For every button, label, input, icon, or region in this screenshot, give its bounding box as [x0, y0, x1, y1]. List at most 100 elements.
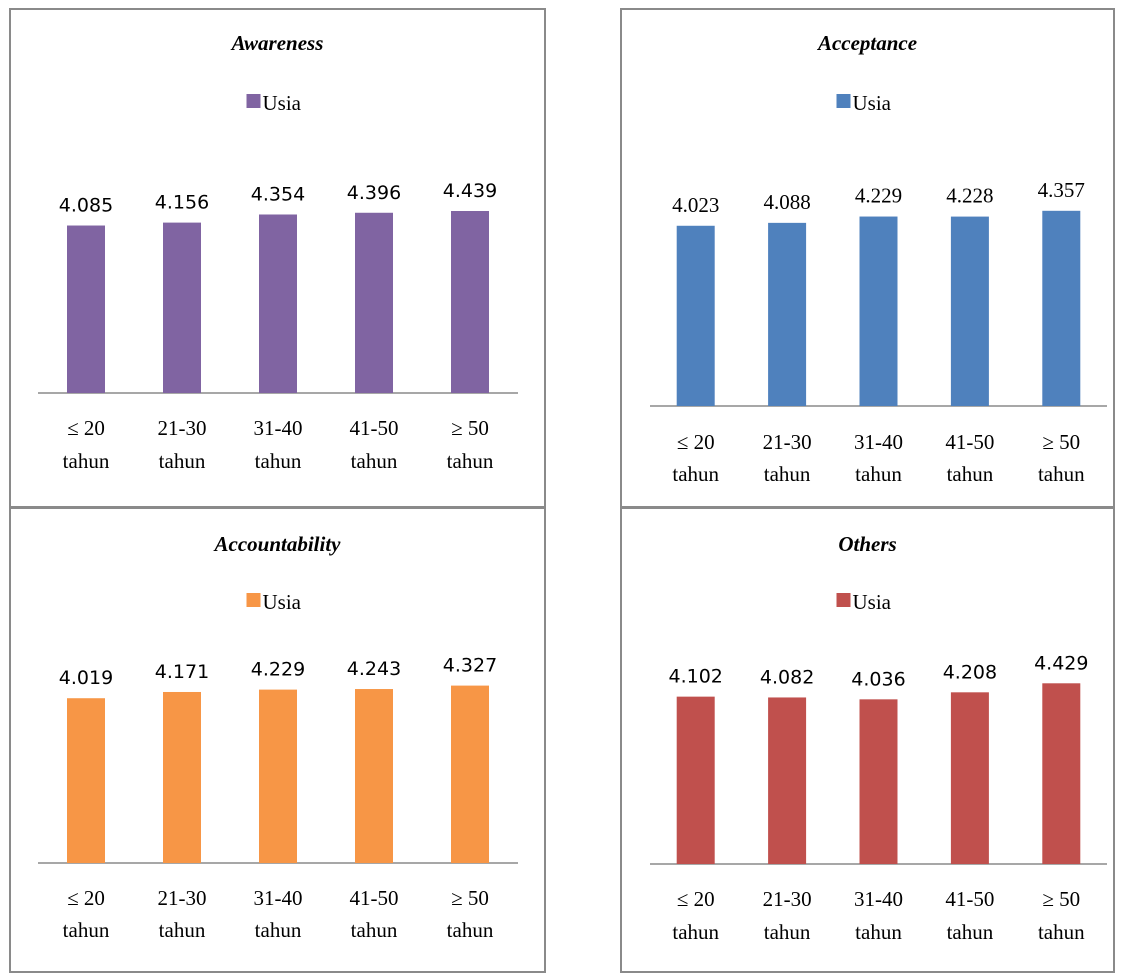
x-tick-label: 31-40 [254, 416, 303, 440]
data-label: 4.243 [347, 658, 401, 680]
x-tick-label: 41-50 [945, 430, 994, 454]
bar [259, 689, 297, 863]
data-label: 4.019 [59, 667, 113, 689]
x-tick-label-unit: tahun [764, 462, 811, 486]
bar [950, 216, 989, 406]
bar [355, 212, 393, 393]
bar [859, 216, 898, 406]
data-label: 4.357 [1038, 178, 1085, 202]
data-label: 4.229 [251, 659, 305, 681]
chart-panel-awareness: Awareness Usia 4.085 ≤ 20 tahun 4.156 21-30 tah… [9, 8, 546, 508]
chart-panel-accountability: Accountability Usia 4.019 ≤ 20 tahun 4.171 21-… [9, 507, 546, 973]
bar [676, 225, 715, 406]
data-label: 4.088 [763, 190, 810, 214]
x-tick-label: ≤ 20 [67, 416, 105, 440]
x-tick-label: ≤ 20 [677, 887, 715, 911]
chart-title: Accountability [213, 532, 342, 556]
x-tick-label: ≥ 50 [1042, 887, 1080, 911]
data-label: 4.327 [443, 655, 497, 677]
x-tick-label-unit: tahun [447, 918, 494, 942]
chart-panel-others: Others Usia 4.102 ≤ 20 tahun 4.082 21-30 tahun 4… [620, 507, 1115, 973]
bar [859, 699, 898, 864]
x-tick-label-unit: tahun [947, 920, 994, 944]
x-tick-label-unit: tahun [1038, 920, 1085, 944]
data-label: 4.229 [855, 184, 902, 208]
chart-title: Acceptance [816, 31, 917, 55]
data-label: 4.354 [251, 183, 305, 205]
chart-title: Others [838, 532, 896, 556]
chart-svg: Others Usia 4.102 ≤ 20 tahun 4.082 21-30 tahun 4… [650, 532, 1107, 944]
x-tick-label: 21-30 [158, 886, 207, 910]
x-tick-label: 31-40 [254, 886, 303, 910]
data-label: 4.085 [59, 195, 113, 217]
x-tick-label: 21-30 [763, 430, 812, 454]
x-tick-label-unit: tahun [255, 918, 302, 942]
x-tick-label-unit: tahun [855, 920, 902, 944]
x-tick-label-unit: tahun [63, 449, 110, 473]
bar [451, 685, 489, 863]
x-tick-label: 41-50 [350, 886, 399, 910]
legend-label: Usia [853, 91, 892, 115]
x-tick-label: 21-30 [763, 887, 812, 911]
chart-svg: Accountability Usia 4.019 ≤ 20 tahun 4.171 21-… [38, 532, 518, 942]
chart-svg: Acceptance Usia 4.023 ≤ 20 tahun 4.088 21-30 ta… [650, 31, 1107, 486]
bar [163, 691, 201, 863]
x-tick-label-unit: tahun [672, 462, 719, 486]
x-tick-label: ≤ 20 [677, 430, 715, 454]
x-tick-label: ≥ 50 [451, 886, 489, 910]
legend: Usia [836, 91, 892, 115]
x-tick-label-unit: tahun [1038, 462, 1085, 486]
data-label: 4.429 [1034, 652, 1088, 674]
chart-svg: Awareness Usia 4.085 ≤ 20 tahun 4.156 21-30 tah… [38, 31, 518, 473]
x-tick-label: 21-30 [158, 416, 207, 440]
legend-label: Usia [263, 590, 302, 614]
x-tick-label: 31-40 [854, 887, 903, 911]
bar [259, 214, 297, 393]
legend-swatch [836, 593, 851, 607]
bar [768, 222, 807, 406]
bar [451, 211, 489, 393]
bar [1042, 683, 1081, 864]
bar [163, 222, 201, 393]
x-tick-label-unit: tahun [351, 449, 398, 473]
bar [67, 698, 105, 863]
x-tick-label: ≥ 50 [451, 416, 489, 440]
data-label: 4.396 [347, 182, 401, 204]
legend-swatch [836, 94, 851, 108]
bar [1042, 210, 1081, 406]
legend: Usia [246, 91, 302, 115]
bar [768, 697, 807, 864]
x-tick-label: 41-50 [350, 416, 399, 440]
legend-swatch [246, 94, 261, 108]
x-tick-label-unit: tahun [447, 449, 494, 473]
x-tick-label-unit: tahun [255, 449, 302, 473]
data-label: 4.082 [760, 666, 814, 688]
x-tick-label-unit: tahun [159, 449, 206, 473]
data-label: 4.439 [443, 180, 497, 202]
data-label: 4.102 [668, 666, 722, 688]
x-tick-label-unit: tahun [159, 918, 206, 942]
legend-label: Usia [853, 590, 892, 614]
data-label: 4.171 [155, 661, 209, 683]
legend: Usia [246, 590, 302, 614]
x-tick-label-unit: tahun [351, 918, 398, 942]
x-tick-label-unit: tahun [63, 918, 110, 942]
bar [67, 225, 105, 393]
x-tick-label-unit: tahun [947, 462, 994, 486]
x-tick-label: 41-50 [945, 887, 994, 911]
legend-swatch [246, 593, 261, 607]
x-tick-label: ≥ 50 [1042, 430, 1080, 454]
x-tick-label-unit: tahun [764, 920, 811, 944]
bar [676, 696, 715, 864]
bar [950, 692, 989, 864]
x-tick-label-unit: tahun [672, 920, 719, 944]
legend: Usia [836, 590, 892, 614]
bar [355, 689, 393, 863]
data-label: 4.228 [946, 184, 993, 208]
x-tick-label-unit: tahun [855, 462, 902, 486]
chart-title: Awareness [230, 31, 324, 55]
x-tick-label: ≤ 20 [67, 886, 105, 910]
x-tick-label: 31-40 [854, 430, 903, 454]
data-label: 4.036 [851, 668, 905, 690]
legend-label: Usia [263, 91, 302, 115]
